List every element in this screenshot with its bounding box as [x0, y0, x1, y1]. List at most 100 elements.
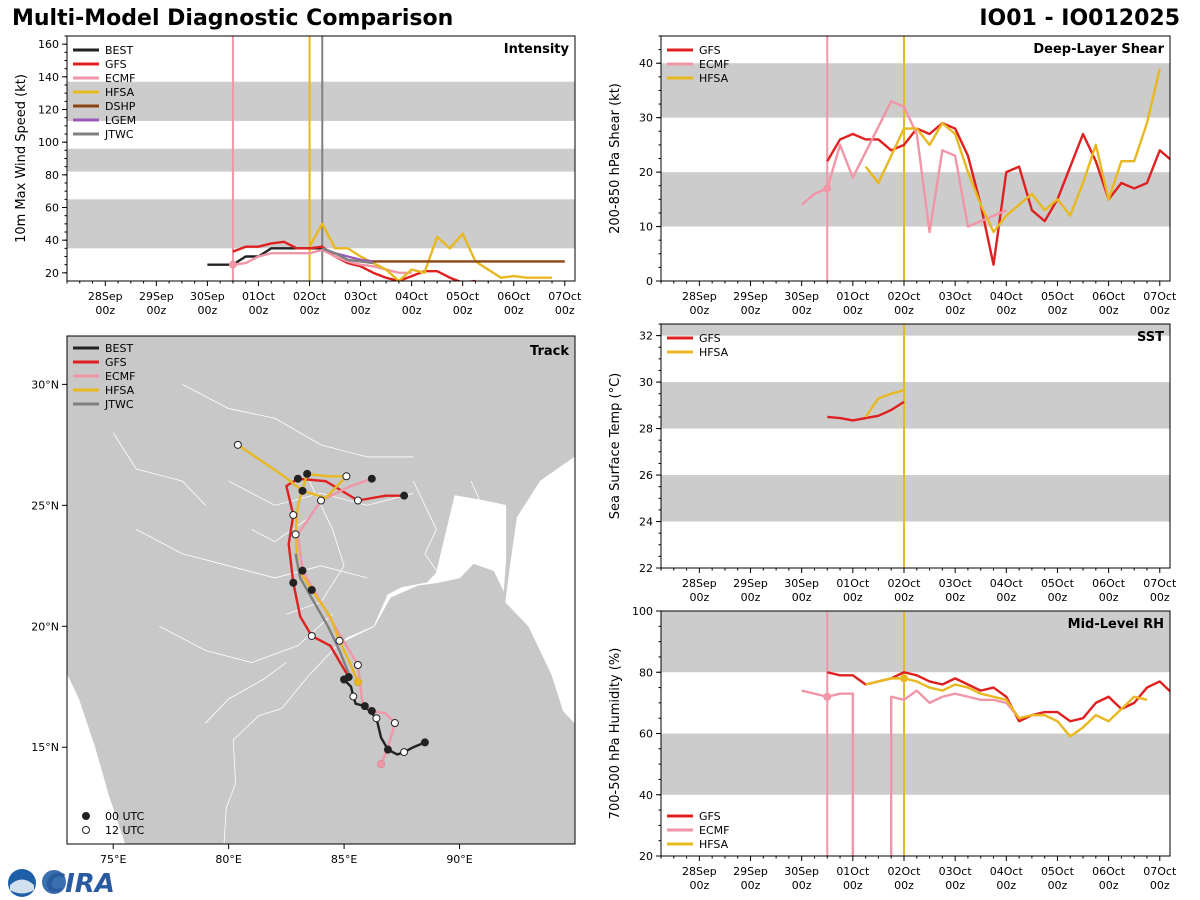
intensity-legend-label: BEST — [105, 44, 133, 57]
track-marker-ecmf — [367, 706, 376, 715]
marker-legend-symbol — [82, 812, 90, 820]
sst-band — [661, 382, 1170, 429]
intensity-xtick-label: 00z — [249, 304, 269, 317]
sst-xtick-label: 28Sep — [682, 577, 717, 590]
rh-legend-label: ECMF — [699, 824, 729, 837]
sst-xtick-label: 00z — [894, 591, 914, 604]
shear-ytick-label: 10 — [639, 221, 653, 234]
rh-series-ecmf — [890, 689, 1021, 856]
intensity-legend-label: GFS — [105, 58, 127, 71]
sst-xtick-label: 00z — [741, 591, 761, 604]
page-title: Multi-Model Diagnostic Comparison — [12, 6, 454, 31]
sst-xtick-label: 00z — [945, 591, 965, 604]
rh-ytick-label: 40 — [639, 789, 653, 802]
shear-ylabel: 200-850 hPa Shear (kt) — [608, 83, 623, 234]
shear-legend-label: GFS — [699, 44, 721, 57]
intensity-legend-label: DSHP — [105, 100, 136, 113]
intensity-legend-label: ECMF — [105, 72, 135, 85]
sst-ylabel: Sea Surface Temp (°C) — [608, 373, 623, 520]
sst-panel: 22242628303228Sep00z29Sep00z30Sep00z01Oc… — [608, 323, 1177, 604]
intensity-xtick-label: 00z — [453, 304, 473, 317]
state-border — [251, 517, 310, 543]
rh-series-hfsa — [865, 677, 1148, 738]
shear-xtick-label: 00z — [741, 304, 761, 317]
sst-xtick-label: 03Oct — [939, 577, 973, 590]
rh-panel: 2040608010028Sep00z29Sep00z30Sep00z01Oct… — [608, 605, 1177, 892]
state-border — [136, 529, 368, 579]
intensity-xtick-label: 01Oct — [242, 290, 276, 303]
rh-ytick-label: 100 — [632, 605, 653, 618]
sst-xtick-label: 02Oct — [887, 577, 921, 590]
track-init-ecmf — [377, 760, 386, 769]
lon-tick-label: 85°E — [331, 853, 357, 866]
rh-band — [661, 611, 1170, 673]
intensity-ytick-label: 40 — [45, 234, 59, 247]
intensity-legend-label: LGEM — [105, 114, 136, 127]
lon-tick-label: 80°E — [215, 853, 241, 866]
lat-tick-label: 25°N — [31, 499, 59, 512]
lat-tick-label: 15°N — [31, 741, 59, 754]
rh-xtick-label: 00z — [689, 879, 709, 892]
track-panel: 75°E 80°E 85°E 90°E 15°N 20°N 25°N 30°N Track BES… — [31, 335, 576, 866]
intensity-xtick-label: 00z — [95, 304, 115, 317]
sst-xtick-label: 01Oct — [836, 577, 870, 590]
shear-xtick-label: 05Oct — [1041, 290, 1075, 303]
track-marker-best — [372, 714, 381, 723]
intensity-init-point — [228, 260, 237, 269]
intensity-series-hfsa — [308, 222, 553, 281]
rh-xtick-label: 00z — [1099, 879, 1119, 892]
track-marker-gfs — [400, 491, 409, 500]
shear-series-ecmf — [800, 100, 1007, 234]
track-hfsa — [237, 443, 360, 683]
shear-title: Deep-Layer Shear — [1033, 42, 1164, 57]
logo-text: CIRA — [46, 869, 114, 898]
state-border — [228, 480, 414, 506]
shear-xtick-label: 00z — [1150, 304, 1170, 317]
rh-xtick-label: 00z — [1048, 879, 1068, 892]
track-marker-gfs — [353, 496, 362, 505]
shear-xtick-label: 00z — [945, 304, 965, 317]
intensity-ytick-label: 100 — [38, 136, 59, 149]
shear-ytick-label: 20 — [639, 166, 653, 179]
rh-xtick-label: 30Sep — [784, 865, 819, 878]
track-frame — [66, 335, 576, 845]
marker-legend-label: 00 UTC — [105, 810, 145, 823]
shear-xtick-label: 29Sep — [733, 290, 768, 303]
sst-ytick-label: 32 — [639, 330, 653, 343]
sst-xtick-label: 05Oct — [1041, 577, 1075, 590]
rh-band — [661, 733, 1170, 795]
rh-xtick-label: 00z — [741, 879, 761, 892]
sst-xtick-label: 30Sep — [784, 577, 819, 590]
intensity-xtick-label: 29Sep — [139, 290, 174, 303]
rh-ytick-label: 80 — [639, 666, 653, 679]
intensity-legend-label: HFSA — [105, 86, 135, 99]
land-mass — [67, 336, 575, 844]
shear-plot-area — [800, 36, 1170, 281]
state-border — [470, 480, 506, 530]
track-marker-hfsa — [307, 586, 316, 594]
intensity-ytick-label: 60 — [45, 202, 59, 215]
storm-id: IO01 - IO012025 — [979, 6, 1180, 31]
intensity-plot-area — [207, 36, 565, 281]
rh-series-ecmf — [801, 689, 855, 856]
sst-band — [661, 475, 1170, 522]
shear-xtick-label: 00z — [792, 304, 812, 317]
track-jtwc — [294, 553, 353, 680]
sst-ytick-label: 28 — [639, 423, 653, 436]
track-title: Track — [530, 344, 569, 359]
rh-xtick-label: 00z — [996, 879, 1016, 892]
marker-legend-label: 12 UTC — [105, 824, 145, 837]
shear-xtick-label: 28Sep — [682, 290, 717, 303]
shear-legend-label: ECMF — [699, 58, 729, 71]
track-legend-label: JTWC — [104, 398, 134, 411]
sst-ytick-label: 30 — [639, 376, 653, 389]
rh-xtick-label: 29Sep — [733, 865, 768, 878]
shear-series-hfsa — [864, 121, 1149, 234]
sst-frame — [660, 323, 1171, 569]
intensity-xtick-label: 05Oct — [446, 290, 480, 303]
sst-series-gfs — [827, 400, 905, 422]
track-marker-best — [349, 692, 358, 701]
intensity-xtick-label: 00z — [504, 304, 524, 317]
sst-xtick-label: 00z — [1150, 591, 1170, 604]
rh-init-point — [899, 674, 908, 683]
